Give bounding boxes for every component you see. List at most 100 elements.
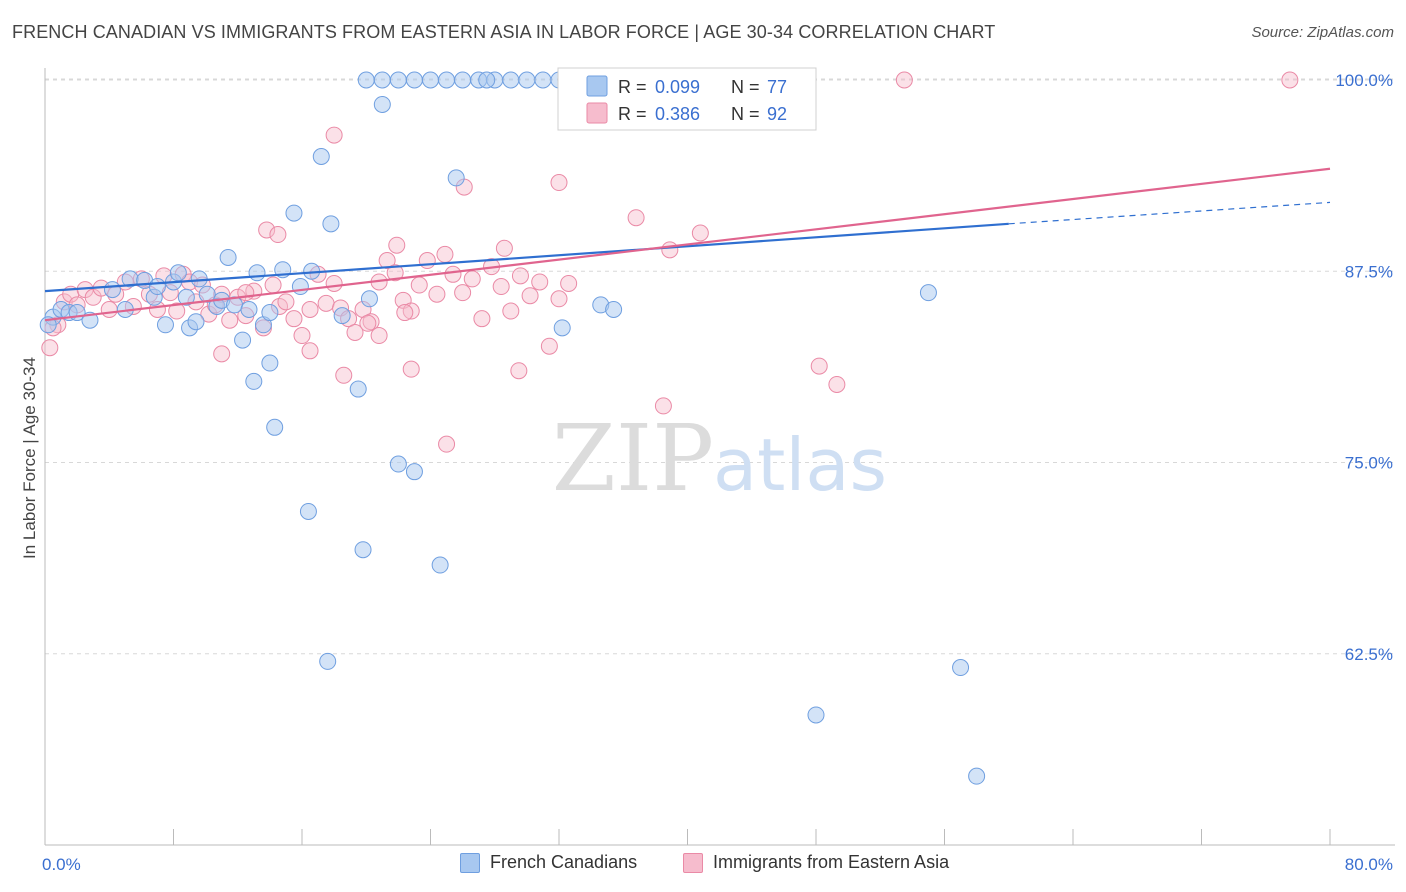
pink-point — [402, 302, 420, 320]
blue-point — [389, 455, 407, 473]
blue-point — [389, 71, 407, 89]
blue-point — [919, 284, 937, 302]
blue-point — [39, 316, 57, 334]
blue-point — [187, 313, 205, 331]
pink-point — [540, 337, 558, 355]
chart-title: FRENCH CANADIAN VS IMMIGRANTS FROM EASTE… — [12, 22, 996, 42]
pink-point — [168, 302, 186, 320]
y-tick-labels: 100.0% 87.5% 75.0% 62.5% — [1335, 71, 1393, 664]
legend-blue-n-value: 77 — [767, 77, 787, 97]
blue-point — [299, 502, 317, 520]
legend-blue-r-label: R = — [618, 77, 647, 97]
pink-point — [285, 310, 303, 328]
pink-point — [335, 366, 353, 384]
blue-point — [285, 204, 303, 222]
blue-point — [605, 301, 623, 318]
blue-point — [169, 264, 187, 282]
pink-point — [346, 323, 364, 341]
pink-point — [1281, 71, 1299, 89]
pink-point — [213, 345, 231, 363]
blue-point — [454, 71, 472, 89]
blue-point — [319, 652, 337, 670]
blue-point — [248, 264, 266, 282]
pink-point — [454, 284, 472, 302]
blue-point — [478, 71, 496, 89]
legend-pink-n-value: 92 — [767, 104, 787, 124]
blue-trend-extension — [1008, 201, 1331, 225]
blue-point — [291, 278, 309, 296]
bottom-legend: French Canadians Immigrants from Eastern… — [0, 852, 1406, 878]
blue-point — [968, 767, 986, 785]
pink-point — [41, 339, 59, 357]
source-label: Source: ZipAtlas.com — [1251, 24, 1394, 41]
legend-pink-swatch — [586, 102, 608, 124]
pink-point — [317, 294, 335, 312]
y-tick-label: 75.0% — [1345, 454, 1393, 473]
y-tick-label: 62.5% — [1345, 645, 1393, 664]
blue-point — [219, 248, 237, 266]
pink-point — [661, 241, 679, 259]
pink-point — [388, 236, 406, 254]
legend-pink-r-value: 0.386 — [655, 104, 700, 124]
pink-point — [550, 290, 568, 308]
pink-point — [444, 265, 462, 283]
pink-point — [654, 397, 672, 415]
blue-point — [438, 71, 456, 89]
blue-point — [177, 288, 195, 306]
pink-point — [402, 360, 420, 378]
pink-point — [492, 278, 510, 296]
bottom-legend-blue: French Canadians — [460, 852, 637, 873]
pink-point — [221, 311, 239, 329]
blue-point — [373, 71, 391, 89]
pink-point — [627, 209, 645, 227]
blue-point — [502, 71, 520, 89]
blue-point — [447, 169, 465, 187]
x-tick-labels: 0.0% 80.0% — [42, 855, 1393, 874]
blue-point — [266, 418, 284, 436]
pink-point — [410, 276, 428, 294]
pink-point — [359, 314, 377, 332]
blue-point — [405, 463, 423, 481]
legend-pink-r-label: R = — [618, 104, 647, 124]
bottom-legend-pink-label: Immigrants from Eastern Asia — [713, 852, 950, 872]
blue-point — [322, 215, 340, 233]
blue-point — [156, 316, 174, 334]
pink-point — [396, 304, 414, 322]
x-tick-label: 0.0% — [42, 855, 81, 874]
blue-point — [234, 331, 252, 349]
watermark-atlas: atlas — [713, 423, 887, 507]
pink-point — [531, 273, 549, 291]
pink-point — [521, 287, 539, 305]
pink-point — [828, 375, 846, 393]
pink-point — [895, 71, 913, 89]
pink-point — [511, 267, 529, 285]
y-tick-label: 87.5% — [1345, 262, 1393, 281]
blue-point — [240, 301, 258, 318]
pink-point — [325, 274, 343, 292]
pink-point — [691, 224, 709, 242]
blue-trend-line — [44, 222, 1009, 293]
watermark: ZIP atlas — [552, 405, 887, 512]
pink-point — [810, 357, 828, 375]
pink-point — [277, 293, 295, 311]
pink-point — [100, 301, 118, 318]
pink-point — [495, 239, 513, 257]
pink-point — [436, 245, 454, 263]
blue-point — [357, 71, 375, 89]
blue-point — [354, 541, 372, 559]
legend-blue-swatch — [586, 75, 608, 97]
pink-point — [510, 362, 528, 380]
bottom-legend-blue-swatch — [460, 852, 480, 873]
bottom-legend-pink-swatch — [683, 852, 703, 873]
blue-point — [333, 307, 351, 325]
pink-point — [473, 310, 491, 328]
blue-point — [198, 285, 216, 303]
blue-point — [349, 380, 367, 398]
axis-layer — [44, 68, 1395, 846]
x-tick-label: 80.0% — [1345, 855, 1393, 874]
blue-point — [431, 556, 449, 574]
blue-point — [807, 706, 825, 724]
blue-point — [261, 354, 279, 372]
pink-point — [301, 342, 319, 360]
